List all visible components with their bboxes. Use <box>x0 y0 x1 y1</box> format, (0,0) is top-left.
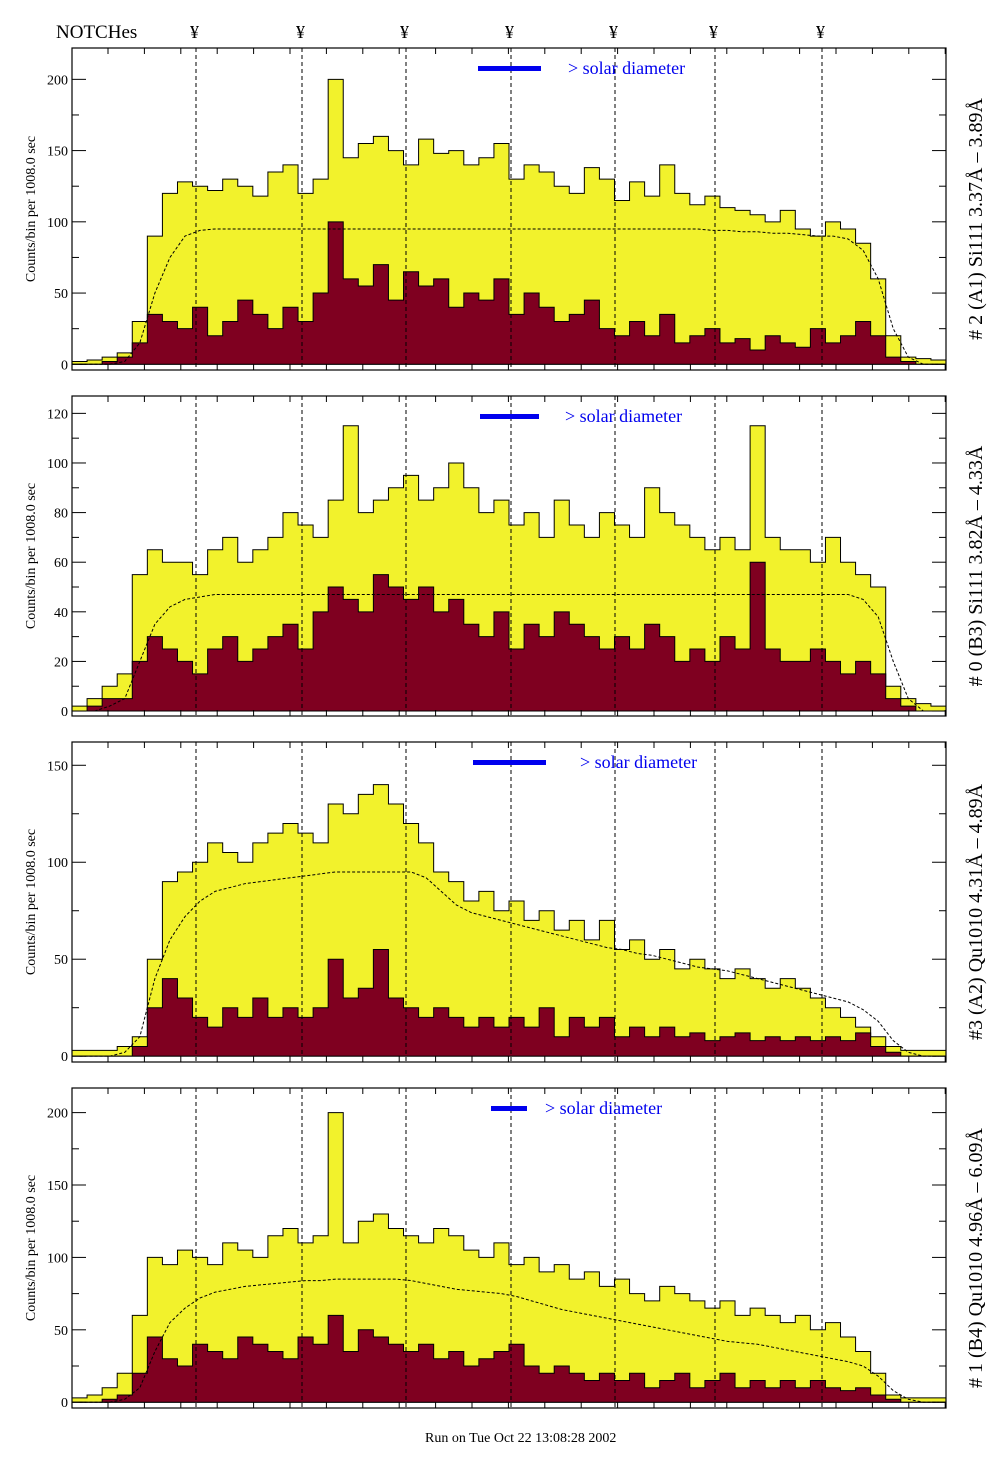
y-axis-label: Counts/bin per 1008.0 sec <box>24 483 39 629</box>
y-tick-label: 0 <box>61 358 68 373</box>
notch-marker: ¥ <box>609 22 618 42</box>
legend-label: > solar diameter <box>545 1098 662 1118</box>
notch-marker: ¥ <box>505 22 514 42</box>
smoothed-curve <box>79 593 939 712</box>
notch-marker: ¥ <box>709 22 718 42</box>
signal-histogram <box>72 221 946 365</box>
panel-title: # 2 (A1) Si111 3.37Å – 3.89Å <box>965 98 987 340</box>
legend-label: > solar diameter <box>568 58 685 78</box>
y-tick-label: 0 <box>61 1050 68 1065</box>
smoothed-curve <box>79 228 939 365</box>
smoothed-curve <box>79 1278 939 1403</box>
counts-histogram <box>71 1112 947 1403</box>
y-tick-label: 100 <box>47 1251 68 1266</box>
signal-histogram <box>72 949 946 1057</box>
y-tick-label: 120 <box>47 407 68 422</box>
histogram-panel-3: 0 50 100 150 Counts/bin per 1008.0 sec #3 (A2… <box>24 741 987 1065</box>
histogram-panel-2: 0 20 40 60 80 100 120 Counts/bin per 1008.0 sec… <box>24 395 987 720</box>
panel-title: # 1 (B4) Qu1010 4.96Å – 6.09Å <box>965 1127 987 1388</box>
y-tick-label: 80 <box>54 507 68 522</box>
y-tick-label: 0 <box>61 705 68 720</box>
y-tick-label: 100 <box>47 457 68 472</box>
y-tick-label: 20 <box>54 655 68 670</box>
panel-title: # 0 (B3) Si111 3.82Å – 4.33Å <box>965 445 987 686</box>
plot-frame <box>71 741 947 1063</box>
signal-histogram <box>72 561 946 712</box>
notches-label: NOTCHes <box>56 22 137 43</box>
y-tick-label: 60 <box>54 556 68 571</box>
plot-frame <box>71 47 947 371</box>
notch-marker: ¥ <box>296 22 305 42</box>
legend-label: > solar diameter <box>580 752 697 772</box>
y-tick-label: 50 <box>54 1324 68 1339</box>
y-tick-label: 150 <box>47 145 68 160</box>
y-tick-label: 100 <box>47 856 68 871</box>
legend-swatch <box>478 66 541 71</box>
counts-histogram <box>71 78 947 365</box>
notch-marker: ¥ <box>816 22 825 42</box>
plot-frame <box>71 395 947 717</box>
legend-swatch <box>480 414 539 419</box>
y-tick-label: 150 <box>47 759 68 774</box>
y-tick-label: 200 <box>47 1107 68 1122</box>
y-tick-label: 200 <box>47 73 68 88</box>
y-tick-label: 50 <box>54 287 68 302</box>
y-tick-label: 150 <box>47 1179 68 1194</box>
legend-swatch <box>491 1106 527 1111</box>
y-tick-label: 50 <box>54 953 68 968</box>
histogram-panel-1: 0 50 100 150 200 Counts/bin per 1008.0 sec # 2… <box>24 47 987 373</box>
y-tick-label: 0 <box>61 1396 68 1411</box>
plot-frame <box>71 1087 947 1409</box>
histogram-panel-4: 0 50 100 150 200 Counts/bin per 1008.0 sec # 1… <box>24 1087 987 1411</box>
y-tick-label: 100 <box>47 216 68 231</box>
signal-histogram <box>72 1314 946 1403</box>
y-axis-label: Counts/bin per 1008.0 sec <box>24 136 39 282</box>
legend-swatch <box>473 760 546 765</box>
y-axis-label: Counts/bin per 1008.0 sec <box>24 829 39 975</box>
legend-label: > solar diameter <box>565 406 682 426</box>
notch-marker: ¥ <box>400 22 409 42</box>
run-timestamp: Run on Tue Oct 22 13:08:28 2002 <box>425 1431 616 1446</box>
y-tick-label: 40 <box>54 606 68 621</box>
y-axis-label: Counts/bin per 1008.0 sec <box>24 1175 39 1321</box>
panel-title: #3 (A2) Qu1010 4.31Å – 4.89Å <box>965 783 987 1040</box>
notch-marker: ¥ <box>190 22 199 42</box>
smoothed-curve <box>79 871 939 1057</box>
